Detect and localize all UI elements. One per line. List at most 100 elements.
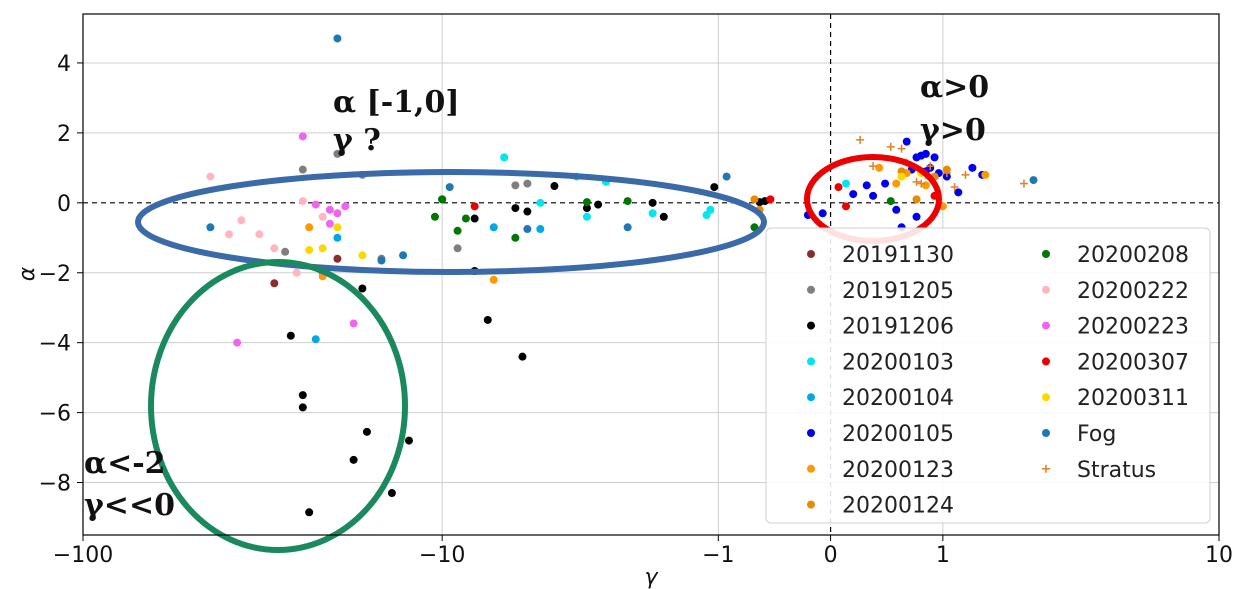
legend-entry-20200103: 20200103 xyxy=(807,350,954,375)
legend-entry-20191205: 20191205 xyxy=(807,279,954,304)
data-point-20200222 xyxy=(206,172,215,181)
legend-entry-20200105: 20200105 xyxy=(807,422,954,447)
data-point-20200222 xyxy=(298,197,307,206)
y-tick-label: 0 xyxy=(57,192,71,217)
data-point-20200103 xyxy=(536,198,545,207)
data-point-20200208 xyxy=(623,197,632,206)
data-point-stratus xyxy=(897,144,906,153)
data-point-20200124 xyxy=(912,195,921,204)
data-point-20200105 xyxy=(869,191,878,200)
data-point-20200208 xyxy=(886,197,895,206)
data-point-20191206 xyxy=(305,508,314,517)
legend-marker xyxy=(1042,285,1050,294)
data-point-20200223 xyxy=(311,200,320,209)
x-tick-label: −1 xyxy=(702,543,734,568)
legend-label: 20200222 xyxy=(1077,279,1189,304)
data-point-20200208 xyxy=(511,233,520,242)
data-point-20191205 xyxy=(333,149,342,158)
data-point-20200104 xyxy=(333,233,342,242)
data-point-20200123 xyxy=(875,163,884,172)
data-point-20191205 xyxy=(523,179,532,188)
data-point-20200307 xyxy=(834,183,843,192)
data-point-20191205 xyxy=(281,247,290,256)
data-point-20200208 xyxy=(461,214,470,223)
legend-entry-20200124: 20200124 xyxy=(807,494,954,519)
legend-label: 20191205 xyxy=(842,279,954,304)
legend-entry-20200307: 20200307 xyxy=(1042,350,1189,375)
data-point-20200223 xyxy=(349,319,358,328)
data-point-20200307 xyxy=(842,202,851,211)
highlight-regions xyxy=(135,154,942,553)
data-point-20200223 xyxy=(298,132,307,141)
legend-entry-20200223: 20200223 xyxy=(1042,315,1189,340)
data-point-20200105 xyxy=(892,205,901,214)
data-point-20191206 xyxy=(404,436,413,445)
data-point-stratus xyxy=(950,183,959,192)
data-point-20200105 xyxy=(862,181,871,190)
data-point-20200222 xyxy=(292,268,301,277)
data-point-20200223 xyxy=(341,202,350,211)
data-point-20200208 xyxy=(582,198,591,207)
annotation-middle-line1: α [-1,0] xyxy=(333,85,460,120)
annotation-left-line2: γ<<0 xyxy=(84,488,175,523)
y-tick-label: −8 xyxy=(39,472,71,497)
data-point-fog xyxy=(523,225,532,234)
data-point-fog xyxy=(623,223,632,232)
legend-marker xyxy=(807,321,815,330)
data-point-20200105 xyxy=(849,190,858,199)
data-point-stratus xyxy=(856,135,865,144)
data-point-20191206 xyxy=(470,214,479,223)
legend-marker xyxy=(1042,357,1050,366)
y-tick-label: 4 xyxy=(57,52,71,77)
data-point-20191130 xyxy=(333,254,342,263)
legend-label: 20200104 xyxy=(842,386,954,411)
data-point-20200104 xyxy=(489,223,498,232)
data-point-20200105 xyxy=(912,212,921,221)
data-point-stratus xyxy=(1019,179,1028,188)
data-point-fog xyxy=(377,256,386,265)
data-point-20200208 xyxy=(453,226,462,235)
data-point-20191206 xyxy=(582,204,591,213)
data-point-20200222 xyxy=(318,212,327,221)
data-point-20200223 xyxy=(325,205,334,214)
annotation-right-line1: α>0 xyxy=(920,70,989,105)
data-point-stratus xyxy=(886,142,895,151)
legend-entry-fog: Fog xyxy=(1042,422,1116,447)
data-point-20200104 xyxy=(311,335,320,344)
data-point-fog xyxy=(722,172,731,181)
legend-marker xyxy=(1042,393,1050,402)
data-point-stratus xyxy=(961,170,970,179)
data-point-20200311 xyxy=(358,251,367,260)
data-point-fog xyxy=(399,251,408,260)
legend-label: 20200123 xyxy=(842,458,954,483)
annotation-right-line2: γ>0 xyxy=(920,113,986,148)
data-point-20200311 xyxy=(305,246,314,255)
data-point-20191206 xyxy=(387,489,396,498)
plot-frame xyxy=(82,13,1220,536)
data-point-20191205 xyxy=(511,181,520,190)
data-point-20191206 xyxy=(594,200,603,209)
data-point-fog xyxy=(206,223,215,232)
legend-label: Stratus xyxy=(1077,458,1156,483)
legend-box xyxy=(765,227,1211,524)
x-tick-label: 0 xyxy=(824,543,838,568)
data-point-stratus xyxy=(869,162,878,171)
legend-label: Fog xyxy=(1077,422,1116,447)
legend-label: 20191130 xyxy=(842,243,954,268)
legend-label: 20200223 xyxy=(1077,315,1189,340)
legend-label: 20200103 xyxy=(842,350,954,375)
data-point-20200105 xyxy=(818,209,827,218)
data-point-20191206 xyxy=(659,212,668,221)
y-tick-label: −2 xyxy=(39,262,71,287)
legend-entry-20200311: 20200311 xyxy=(1042,386,1189,411)
y-tick-label: −6 xyxy=(39,402,71,427)
data-point-20191206 xyxy=(550,182,559,191)
data-point-20200223 xyxy=(325,219,334,228)
x-tick-label: 10 xyxy=(1205,543,1233,568)
legend-marker xyxy=(1042,321,1050,330)
legend-entry-stratus: Stratus xyxy=(1042,458,1156,483)
legend-label: 20200311 xyxy=(1077,386,1189,411)
annotations: α [-1,0] γ ? α>0 γ>0 α<-2 γ<<0 xyxy=(84,70,989,523)
data-point-20191206 xyxy=(710,183,719,192)
